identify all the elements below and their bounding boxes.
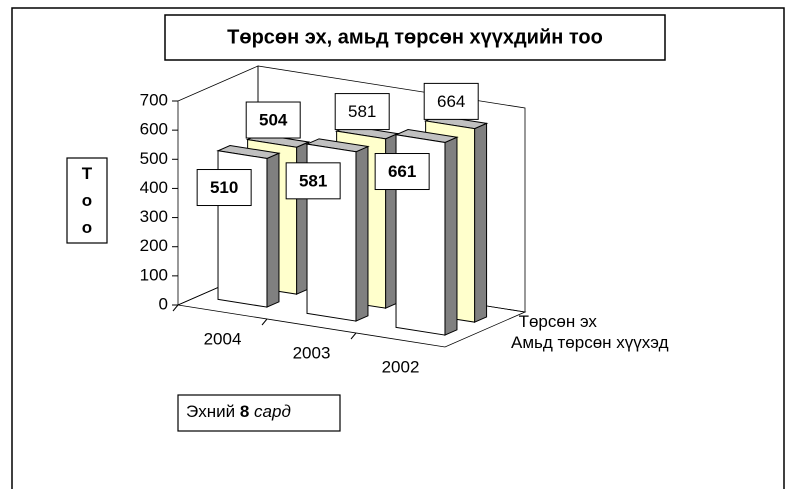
annotation-box bbox=[177, 394, 341, 432]
chart-title: Төрсөн эх, амьд төрсөн хүүхдийн тоо bbox=[227, 26, 603, 48]
value-label-box bbox=[374, 153, 430, 191]
value-label: 504 bbox=[259, 111, 288, 130]
legend-label: Амьд төрсөн хүүхэд bbox=[511, 333, 669, 352]
y-tick-label: 500 bbox=[140, 149, 168, 168]
value-label-box bbox=[334, 93, 390, 131]
y-label-box bbox=[66, 157, 108, 244]
y-tick-label: 200 bbox=[140, 236, 168, 255]
y-tick-label: 100 bbox=[140, 265, 168, 284]
annotation-text: 8 bbox=[240, 402, 249, 421]
value-label-box bbox=[423, 82, 479, 120]
value-label-box bbox=[196, 169, 252, 207]
annotation-text: сард bbox=[254, 402, 291, 421]
y-tick-label: 0 bbox=[159, 294, 168, 313]
x-tick bbox=[172, 304, 179, 312]
legend-label: Төрсөн эх bbox=[519, 312, 598, 331]
x-tick-label: 2004 bbox=[204, 329, 242, 348]
value-label: 661 bbox=[388, 162, 416, 181]
x-tick-label: 2003 bbox=[293, 343, 331, 362]
x-tick-label: 2002 bbox=[382, 357, 420, 376]
bar-side bbox=[444, 136, 458, 336]
y-tick-label: 700 bbox=[140, 90, 168, 109]
value-label: 664 bbox=[437, 92, 465, 111]
bar-side bbox=[266, 152, 280, 308]
value-label: 581 bbox=[299, 171, 327, 190]
value-label: 581 bbox=[348, 102, 376, 121]
value-label: 510 bbox=[210, 178, 238, 197]
bar-side bbox=[474, 122, 488, 323]
annotation: Эхний 8 сард bbox=[186, 402, 291, 421]
annotation-text: Эхний bbox=[186, 402, 235, 421]
y-tick-label: 300 bbox=[140, 207, 168, 226]
value-label-box bbox=[245, 101, 301, 139]
x-tick bbox=[350, 332, 357, 340]
y-tick-label: 600 bbox=[140, 120, 168, 139]
x-tick bbox=[261, 318, 268, 326]
title-box bbox=[164, 14, 666, 61]
y-tick-label: 400 bbox=[140, 178, 168, 197]
value-label-box bbox=[285, 162, 341, 200]
bar-side bbox=[355, 145, 369, 322]
